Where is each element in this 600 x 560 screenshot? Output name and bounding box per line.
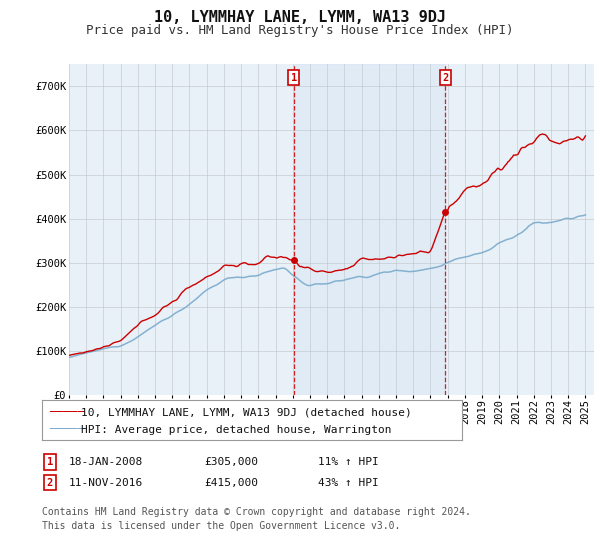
- Text: 18-JAN-2008: 18-JAN-2008: [69, 457, 143, 467]
- Text: 11% ↑ HPI: 11% ↑ HPI: [318, 457, 379, 467]
- Text: 43% ↑ HPI: 43% ↑ HPI: [318, 478, 379, 488]
- Text: 10, LYMMHAY LANE, LYMM, WA13 9DJ (detached house): 10, LYMMHAY LANE, LYMM, WA13 9DJ (detach…: [81, 407, 412, 417]
- Text: HPI: Average price, detached house, Warrington: HPI: Average price, detached house, Warr…: [81, 425, 392, 435]
- Text: 1: 1: [290, 73, 297, 83]
- Text: 2: 2: [442, 73, 449, 83]
- Bar: [293, 64, 445, 395]
- Text: 10, LYMMHAY LANE, LYMM, WA13 9DJ: 10, LYMMHAY LANE, LYMM, WA13 9DJ: [154, 10, 446, 25]
- Text: This data is licensed under the Open Government Licence v3.0.: This data is licensed under the Open Gov…: [42, 521, 400, 531]
- Text: £305,000: £305,000: [204, 457, 258, 467]
- Text: 2: 2: [47, 478, 53, 488]
- Text: 11-NOV-2016: 11-NOV-2016: [69, 478, 143, 488]
- Text: ─────: ─────: [49, 423, 85, 436]
- Text: Price paid vs. HM Land Registry's House Price Index (HPI): Price paid vs. HM Land Registry's House …: [86, 24, 514, 36]
- Text: ─────: ─────: [49, 405, 85, 419]
- Text: Contains HM Land Registry data © Crown copyright and database right 2024.: Contains HM Land Registry data © Crown c…: [42, 507, 471, 517]
- Text: £415,000: £415,000: [204, 478, 258, 488]
- Text: 1: 1: [47, 457, 53, 467]
